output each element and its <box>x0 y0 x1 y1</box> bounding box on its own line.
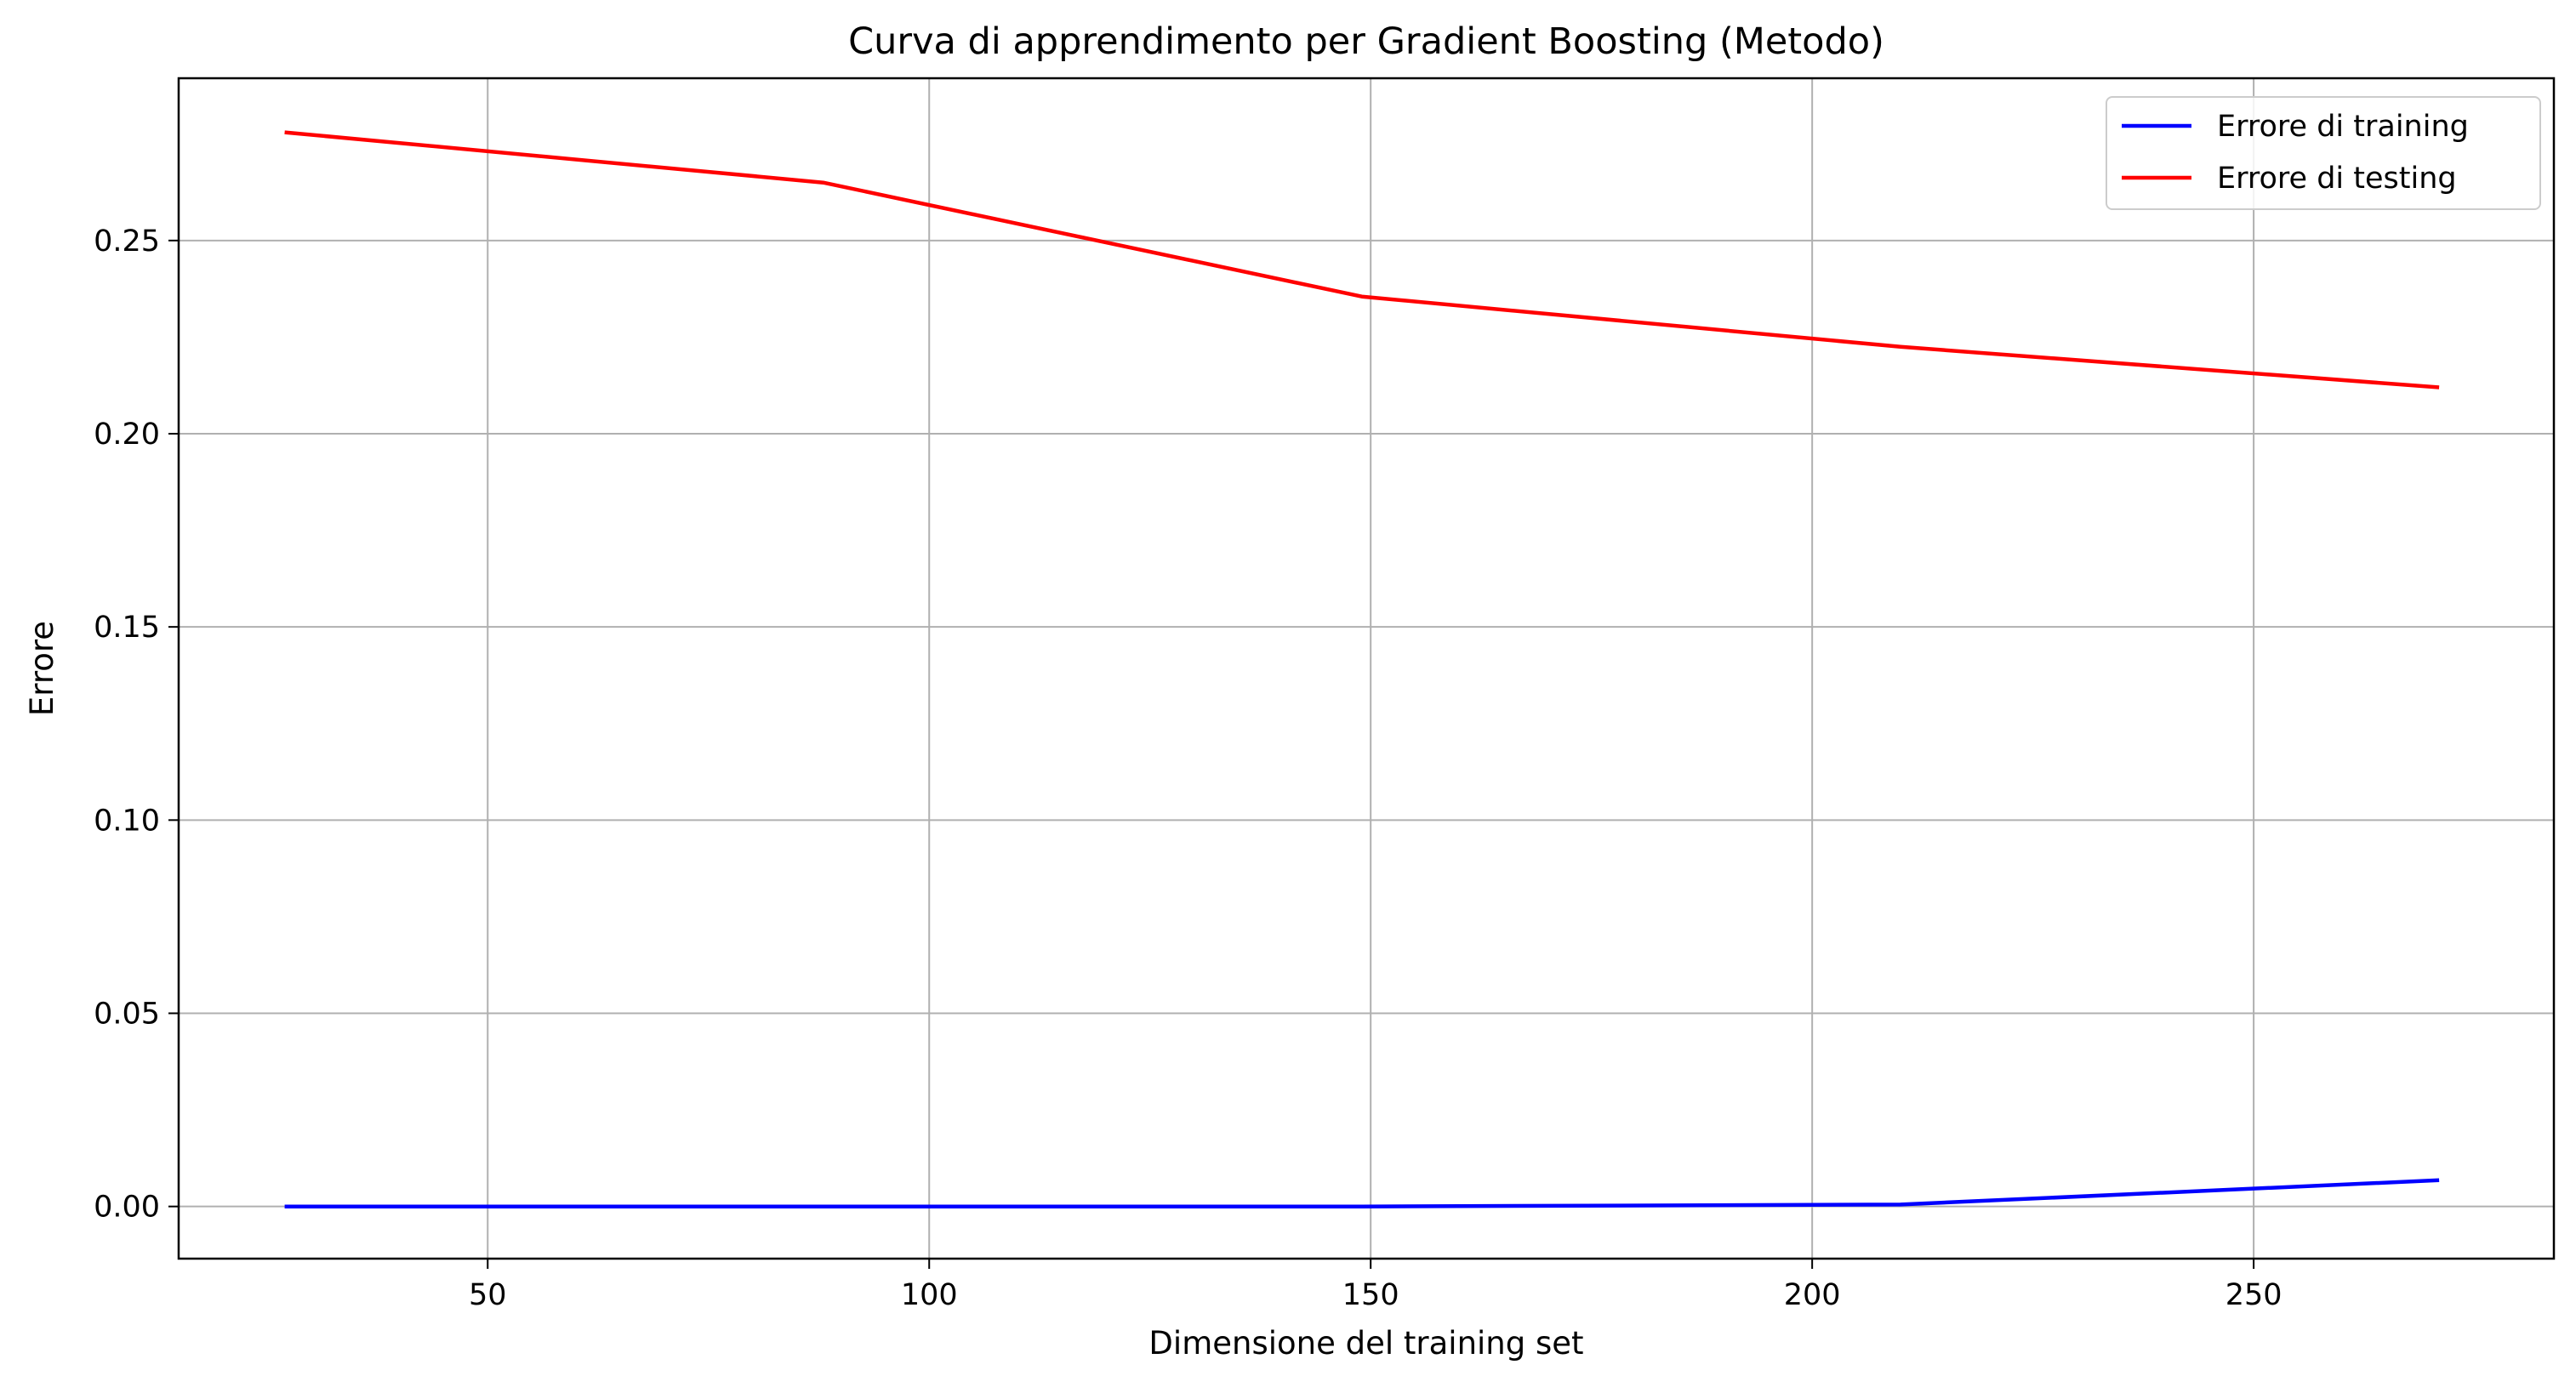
y-tick-label: 0.25 <box>94 225 160 259</box>
x-axis-label: Dimensione del training set <box>1148 1325 1583 1362</box>
x-tick-label: 100 <box>901 1278 958 1312</box>
x-tick-label: 200 <box>1784 1278 1841 1312</box>
x-tick-label: 150 <box>1342 1278 1399 1312</box>
series-line-testing <box>284 130 2440 389</box>
series-line-training <box>284 1178 2440 1208</box>
y-tick-label: 0.05 <box>94 997 160 1031</box>
y-tick-label: 0.20 <box>94 418 160 452</box>
y-tick-label: 0.15 <box>94 611 160 645</box>
tick-layer: 50 100 150 200 250 0.00 0.05 0.10 0.15 0.20 0.25 <box>94 225 2282 1312</box>
plot-frame <box>177 77 2556 1260</box>
series-layer <box>284 130 2440 1208</box>
x-tick-label: 50 <box>469 1278 507 1312</box>
legend-label: Errore di training <box>2217 110 2469 144</box>
y-axis-label: Errore <box>24 621 60 716</box>
y-tick-label: 0.10 <box>94 804 160 838</box>
y-tick-label: 0.00 <box>94 1191 160 1225</box>
legend: Errore di training Errore di testing <box>2106 96 2541 210</box>
chart-title: Curva di apprendimento per Gradient Boos… <box>848 20 1884 63</box>
grid-layer <box>179 78 2554 1259</box>
legend-label: Errore di testing <box>2217 162 2457 196</box>
legend-box <box>2106 96 2541 210</box>
x-tick-label: 250 <box>2226 1278 2282 1312</box>
